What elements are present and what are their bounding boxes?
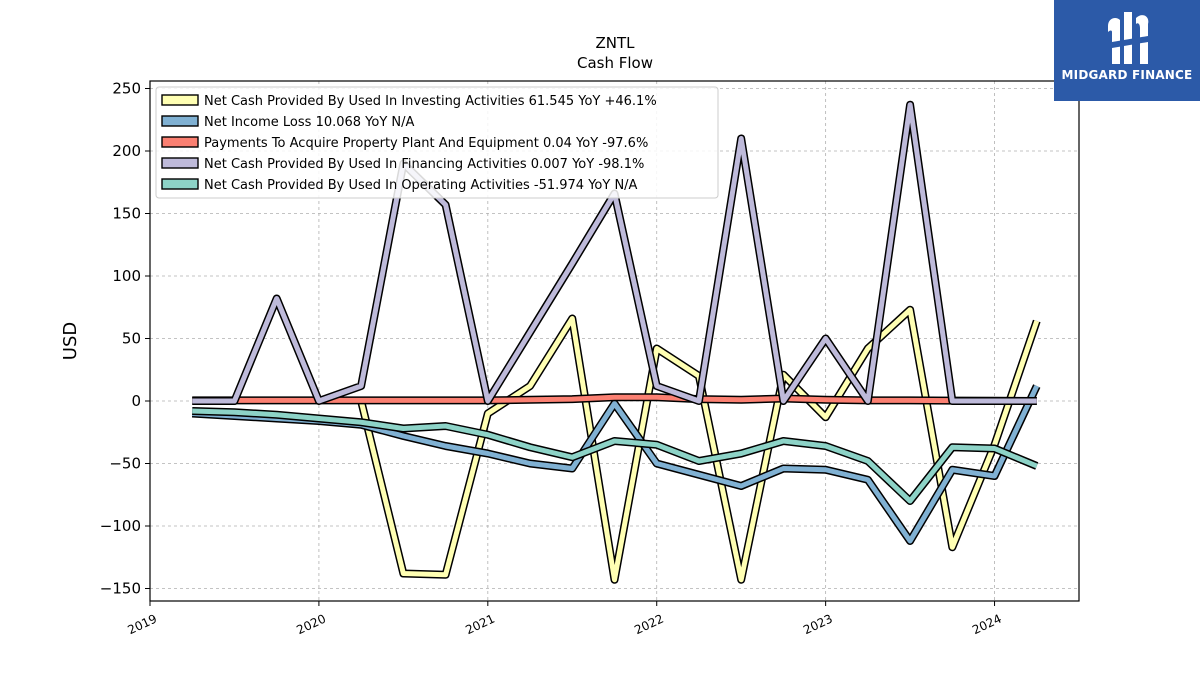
series-stroke [192,394,1037,404]
logo-mark-icon [1108,12,1149,64]
plot-frame [149,80,1080,602]
y-tick-label: 0 [131,392,141,410]
y-tick-label: 50 [122,330,141,348]
legend-swatch [161,157,199,169]
legend-swatch [161,178,199,190]
y-axis: −150 −100 −50 0 50 100 150 200 250 [100,80,150,598]
y-tick-label: −100 [100,517,141,535]
legend-entry: Net Cash Provided By Used In Investing A… [204,94,657,109]
legend-entry: Net Cash Provided By Used In Financing A… [204,157,644,172]
legend-swatch [161,94,199,106]
y-tick-label: 100 [112,267,141,285]
y-tick-label: −150 [100,580,141,598]
y-tick-label: 200 [112,142,141,160]
legend: Net Cash Provided By Used In Investing A… [155,86,719,199]
y-axis-label: USD [60,322,81,360]
midgard-finance-logo: MIDGARD FINANCE [1054,0,1200,101]
logo-name: MIDGARD FINANCE [1061,68,1193,82]
chart-title: ZNTL [595,34,635,52]
series-stroke [192,408,1038,504]
legend-entry: Net Cash Provided By Used In Operating A… [204,178,638,193]
y-tick-label: 150 [112,205,141,223]
chart-subtitle: Cash Flow [577,54,653,72]
y-tick-label: 250 [112,80,141,98]
legend-box [155,86,719,199]
legend-entry: Payments To Acquire Property Plant And E… [204,136,648,151]
series-line-3 [192,393,1037,405]
legend-swatch [161,115,199,127]
legend-swatch [161,136,199,148]
y-tick-label: −50 [109,455,141,473]
series-line-5 [192,407,1039,505]
legend-entry: Net Income Loss 10.068 YoY N/A [204,115,415,130]
